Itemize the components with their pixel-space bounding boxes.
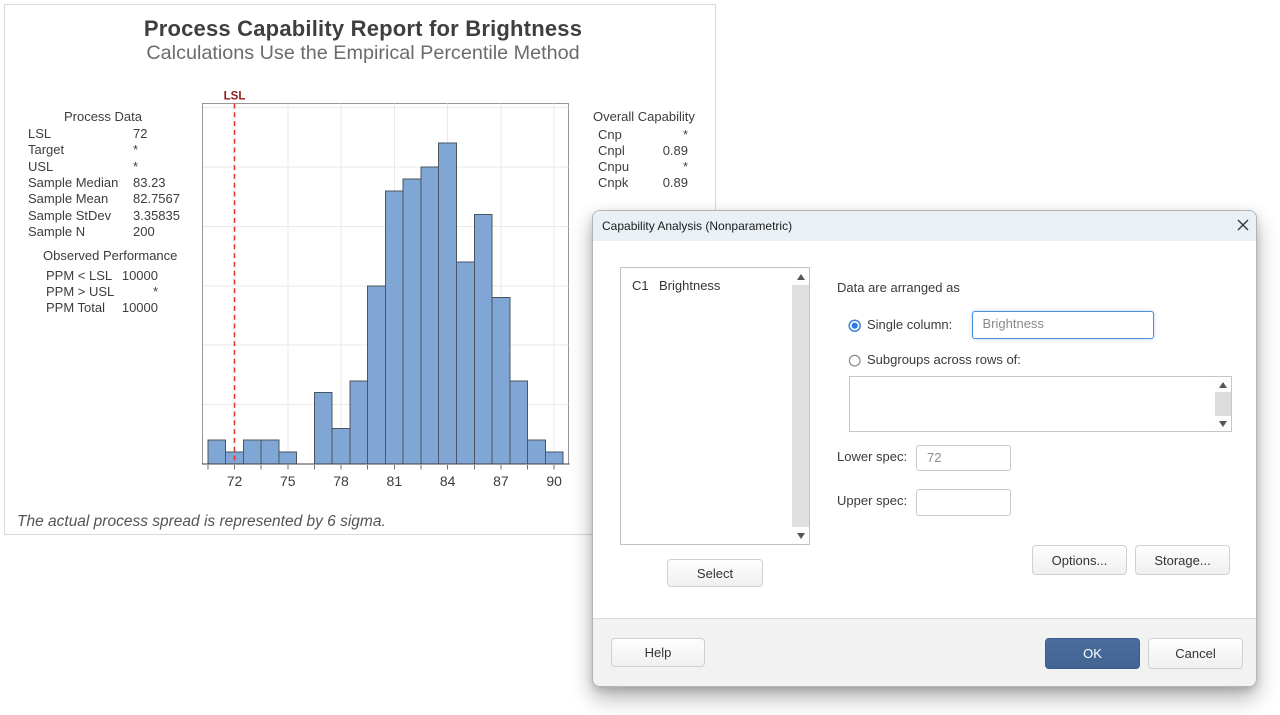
svg-text:84: 84: [440, 473, 456, 489]
svg-text:75: 75: [280, 473, 296, 489]
svg-text:LSL: LSL: [224, 91, 246, 103]
svg-text:87: 87: [493, 473, 509, 489]
svg-text:72: 72: [227, 473, 243, 489]
svg-text:90: 90: [546, 473, 562, 489]
svg-text:78: 78: [333, 473, 349, 489]
svg-text:81: 81: [387, 473, 403, 489]
